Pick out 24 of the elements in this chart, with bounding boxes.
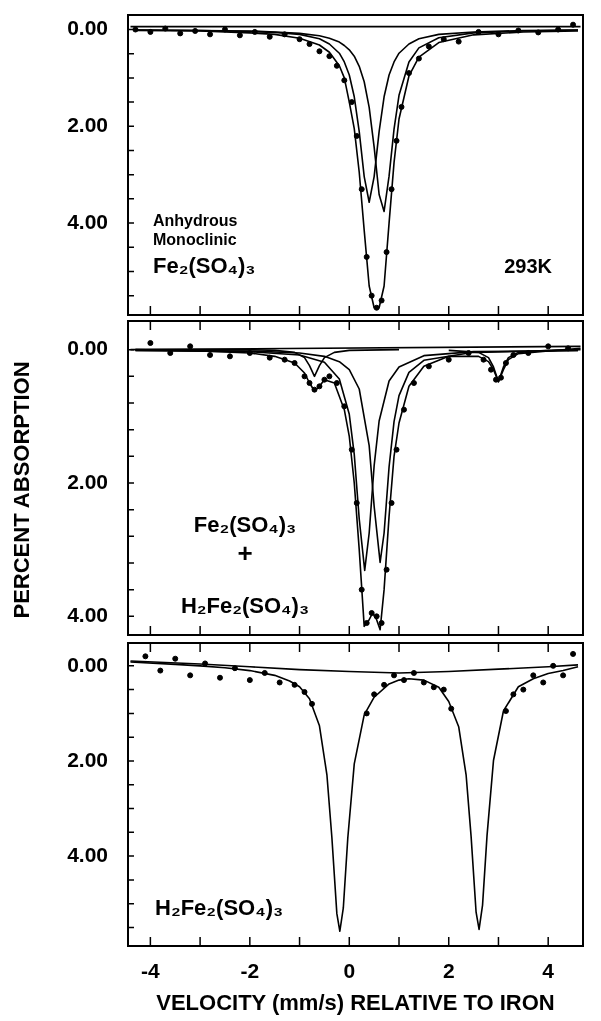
y-tick-label: 2.00: [67, 469, 108, 493]
annotation: 293K: [504, 255, 553, 277]
y-tick-label: 0.00: [67, 652, 108, 676]
x-tick-label: 2: [442, 959, 455, 983]
x-tick-label: 0: [343, 959, 356, 983]
y-tick-label: 4.00: [67, 209, 108, 233]
annotation: Fe₂(SO₄)₃: [193, 512, 297, 537]
y-tick-label: 2.00: [67, 113, 108, 137]
annotation: +: [237, 538, 253, 568]
y-tick-label: 2.00: [67, 747, 108, 771]
annotation: H₂Fe₂(SO₄)₃: [155, 895, 284, 920]
y-tick-label: 4.00: [67, 842, 108, 866]
annotation: H₂Fe₂(SO₄)₃: [180, 593, 310, 618]
y-tick-label: 4.00: [67, 603, 108, 627]
y-axis-title: PERCENT ABSORPTION: [9, 361, 35, 619]
y-tick-label: 0.00: [67, 336, 108, 360]
x-tick-label: -4: [141, 959, 161, 983]
annotation: Fe₂(SO₄)₃: [153, 253, 256, 278]
x-tick-label: 4: [542, 959, 555, 983]
annotation: Monoclinic: [153, 231, 237, 248]
y-tick-label: 0.00: [67, 16, 108, 40]
x-tick-label: -2: [240, 959, 260, 983]
x-axis-title: VELOCITY (mm/s) RELATIVE TO IRON: [156, 989, 555, 1015]
annotation: Anhydrous: [153, 212, 238, 229]
